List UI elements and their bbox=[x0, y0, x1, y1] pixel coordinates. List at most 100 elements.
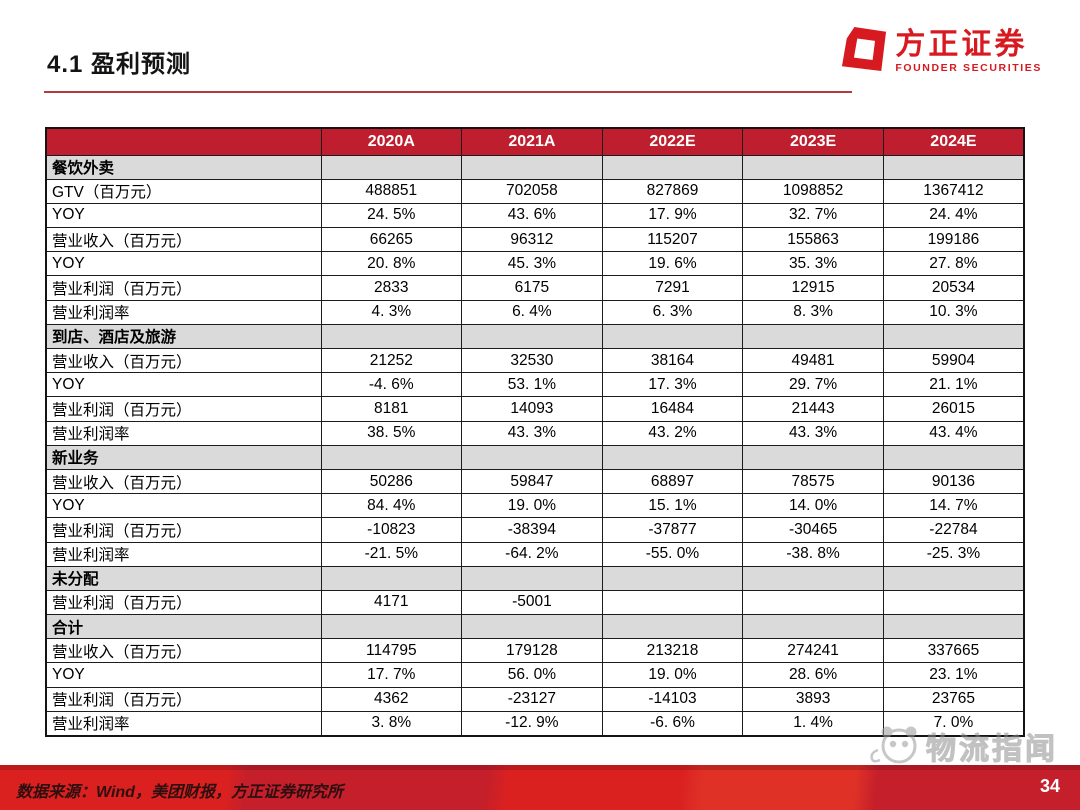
row-label: 营业利润率 bbox=[45, 541, 322, 567]
value-cell bbox=[601, 154, 744, 180]
value-cell: 23. 1% bbox=[882, 662, 1025, 688]
value-cell: -55. 0% bbox=[601, 541, 744, 567]
table-body: 餐饮外卖 GTV（百万元） 488851 702058 827869 1098852 136… bbox=[45, 154, 1025, 737]
row-label: YOY bbox=[45, 202, 322, 229]
section-row: 餐饮外卖 bbox=[45, 154, 1025, 180]
table-header: 2020A 2021A 2022E 2023E 2024E bbox=[45, 127, 1025, 156]
value-cell: 155863 bbox=[742, 227, 884, 253]
table-row: YOY 20. 8% 45. 3% 19. 6% 35. 3% 27. 8% bbox=[45, 251, 1025, 277]
value-cell: -4. 6% bbox=[320, 372, 463, 398]
value-cell bbox=[742, 565, 884, 591]
value-cell bbox=[461, 323, 603, 350]
founder-logo-icon bbox=[841, 26, 887, 77]
value-cell bbox=[742, 614, 884, 640]
value-cell bbox=[601, 614, 744, 640]
value-cell bbox=[882, 444, 1025, 470]
founder-securities-logo: 方正证券 FOUNDER SECURITIES bbox=[841, 26, 1042, 77]
title-underline bbox=[44, 91, 852, 93]
value-cell: -21. 5% bbox=[320, 541, 463, 567]
table-row: 营业收入（百万元） 50286 59847 68897 78575 90136 bbox=[45, 468, 1025, 495]
value-cell: 43. 3% bbox=[742, 420, 884, 446]
value-cell: -38. 8% bbox=[742, 541, 884, 567]
table-row: 营业收入（百万元） 21252 32530 38164 49481 59904 bbox=[45, 347, 1025, 374]
value-cell: 14093 bbox=[461, 396, 603, 422]
table-row: 营业收入（百万元） 66265 96312 115207 155863 199186 bbox=[45, 227, 1025, 253]
value-cell: 6. 4% bbox=[461, 299, 603, 325]
value-cell: -30465 bbox=[742, 517, 884, 543]
value-cell: 21252 bbox=[320, 347, 463, 374]
value-cell: 8. 3% bbox=[742, 299, 884, 325]
value-cell bbox=[601, 323, 744, 350]
row-label: 营业利润（百万元） bbox=[45, 517, 322, 543]
value-cell: 199186 bbox=[882, 227, 1025, 253]
value-cell: -10823 bbox=[320, 517, 463, 543]
data-source-note: 数据来源：Wind，美团财报，方正证券研究所 bbox=[16, 784, 343, 801]
value-cell: -22784 bbox=[882, 517, 1025, 543]
table-row: 营业利润率 3. 8% -12. 9% -6. 6% 1. 4% 7. 0% bbox=[45, 710, 1025, 737]
value-cell: 21. 1% bbox=[882, 372, 1025, 398]
value-cell bbox=[320, 154, 463, 180]
row-label: 未分配 bbox=[45, 565, 322, 591]
value-cell: 4362 bbox=[320, 686, 463, 712]
value-cell bbox=[320, 614, 463, 640]
row-label: YOY bbox=[45, 662, 322, 688]
value-cell: -14103 bbox=[601, 686, 744, 712]
value-cell: 4. 3% bbox=[320, 299, 463, 325]
value-cell: -37877 bbox=[601, 517, 744, 543]
row-label: 营业利润（百万元） bbox=[45, 686, 322, 712]
header-year-cell: 2024E bbox=[882, 127, 1025, 156]
row-label: 营业利润率 bbox=[45, 710, 322, 737]
value-cell bbox=[461, 444, 603, 470]
value-cell bbox=[320, 444, 463, 470]
value-cell: 17. 7% bbox=[320, 662, 463, 688]
page-title: 4.1 盈利预测 bbox=[47, 51, 192, 78]
value-cell bbox=[601, 444, 744, 470]
row-label: 营业利润率 bbox=[45, 299, 322, 325]
value-cell: 38. 5% bbox=[320, 420, 463, 446]
value-cell: 32530 bbox=[461, 347, 603, 374]
table-row: 营业收入（百万元） 114795 179128 213218 274241 337665 bbox=[45, 638, 1025, 664]
value-cell bbox=[461, 614, 603, 640]
page-number: 34 bbox=[1039, 776, 1060, 796]
value-cell: -12. 9% bbox=[461, 710, 603, 737]
value-cell: 827869 bbox=[601, 178, 744, 204]
value-cell: 17. 9% bbox=[601, 202, 744, 229]
value-cell: 68897 bbox=[601, 468, 744, 495]
header-year-cell: 2020A bbox=[320, 127, 463, 156]
value-cell bbox=[882, 154, 1025, 180]
table-row: 营业利润（百万元） 4171 -5001 bbox=[45, 589, 1025, 616]
value-cell: 19. 0% bbox=[601, 662, 744, 688]
value-cell bbox=[461, 154, 603, 180]
table-row: YOY 84. 4% 19. 0% 15. 1% 14. 0% 14. 7% bbox=[45, 493, 1025, 519]
header-year-cell: 2023E bbox=[742, 127, 884, 156]
value-cell: 66265 bbox=[320, 227, 463, 253]
value-cell: 59847 bbox=[461, 468, 603, 495]
value-cell: 35. 3% bbox=[742, 251, 884, 277]
panda-icon bbox=[868, 720, 922, 771]
logo-name-en: FOUNDER SECURITIES bbox=[895, 62, 1042, 75]
value-cell: 14. 0% bbox=[742, 493, 884, 519]
value-cell: 43. 2% bbox=[601, 420, 744, 446]
table-row: GTV（百万元） 488851 702058 827869 1098852 1367412 bbox=[45, 178, 1025, 204]
value-cell: 45. 3% bbox=[461, 251, 603, 277]
value-cell: 17. 3% bbox=[601, 372, 744, 398]
value-cell: 6175 bbox=[461, 275, 603, 301]
table-row: 营业利润率 38. 5% 43. 3% 43. 2% 43. 3% 43. 4% bbox=[45, 420, 1025, 446]
watermark: 物流指闻 bbox=[868, 720, 1058, 771]
row-label: 营业利润率 bbox=[45, 420, 322, 446]
section-row: 未分配 bbox=[45, 565, 1025, 591]
value-cell: 702058 bbox=[461, 178, 603, 204]
table-row: 营业利润（百万元） 2833 6175 7291 12915 20534 bbox=[45, 275, 1025, 301]
value-cell: 3. 8% bbox=[320, 710, 463, 737]
value-cell bbox=[320, 565, 463, 591]
value-cell: 50286 bbox=[320, 468, 463, 495]
value-cell: 43. 4% bbox=[882, 420, 1025, 446]
header-year-cell: 2022E bbox=[601, 127, 744, 156]
header-year-cell: 2021A bbox=[461, 127, 603, 156]
value-cell: -25. 3% bbox=[882, 541, 1025, 567]
value-cell: 24. 4% bbox=[882, 202, 1025, 229]
value-cell: 20534 bbox=[882, 275, 1025, 301]
table-row: 营业利润率 4. 3% 6. 4% 6. 3% 8. 3% 10. 3% bbox=[45, 299, 1025, 325]
table-row: 营业利润率 -21. 5% -64. 2% -55. 0% -38. 8% -25. 3% bbox=[45, 541, 1025, 567]
value-cell: 84. 4% bbox=[320, 493, 463, 519]
